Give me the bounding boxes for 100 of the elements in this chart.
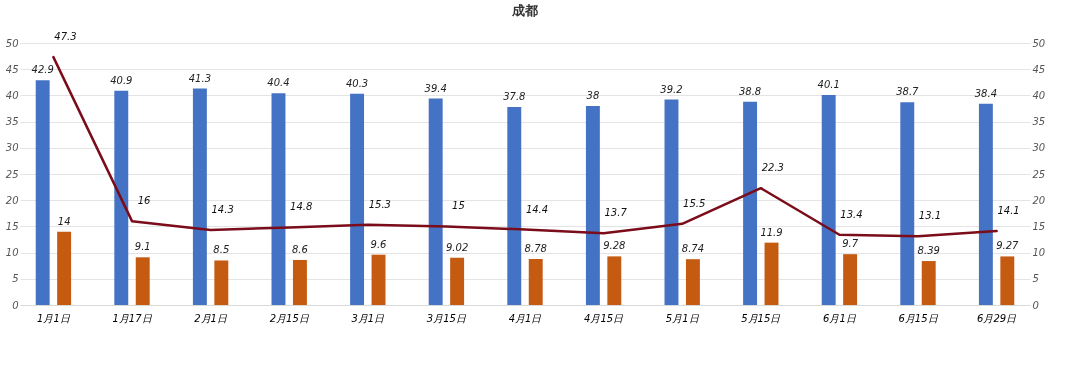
- data-label: 39.2: [660, 83, 683, 95]
- y-tick-label: 50: [5, 37, 19, 49]
- data-label: 9.7: [842, 238, 859, 250]
- y2-tick-label: 30: [1032, 142, 1046, 154]
- bar: [664, 99, 679, 305]
- y2-tick-label: 0: [1032, 299, 1039, 311]
- y2-tick-label: 35: [1032, 116, 1046, 128]
- bar: [114, 90, 129, 305]
- x-tick-label: 6月15日: [898, 312, 939, 324]
- bar: [528, 258, 543, 305]
- y2-tick-label: 40: [1032, 89, 1046, 101]
- y-tick-label: 10: [5, 247, 19, 259]
- data-label: 14: [57, 215, 71, 227]
- bar: [292, 259, 307, 305]
- data-label: 13.1: [918, 210, 942, 222]
- data-label: 8.78: [524, 242, 547, 254]
- y-tick-label: 0: [12, 299, 19, 311]
- data-label: 9.02: [445, 241, 469, 253]
- y2-tick-label: 45: [1032, 63, 1046, 75]
- data-label: 42.9: [31, 64, 54, 76]
- x-tick-label: 1月17日: [112, 312, 153, 324]
- data-label: 14.3: [211, 204, 234, 216]
- x-tick-label: 6月1日: [823, 312, 857, 324]
- data-label: 8.39: [917, 245, 940, 257]
- data-label: 38.7: [896, 86, 920, 98]
- data-label: 15.5: [683, 197, 706, 209]
- data-label: 9.1: [134, 241, 151, 253]
- y-tick-label: 5: [12, 273, 19, 285]
- x-tick-label: 1月1日: [37, 312, 71, 324]
- x-tick-label: 2月1日: [194, 312, 228, 324]
- y2-tick-label: 15: [1032, 220, 1046, 232]
- y-tick-label: 30: [5, 142, 19, 154]
- y2-tick-label: 10: [1032, 247, 1046, 259]
- data-label: 13.4: [840, 208, 863, 220]
- x-tick-label: 5月1日: [665, 312, 700, 324]
- bar: [900, 102, 915, 305]
- bar: [585, 105, 600, 305]
- bar: [821, 94, 836, 305]
- y-tick-label: 35: [5, 116, 19, 128]
- data-label: 47.3: [54, 31, 77, 43]
- bar: [35, 80, 50, 305]
- bar: [843, 254, 858, 305]
- data-label: 22.3: [761, 162, 784, 174]
- data-label: 8.74: [681, 243, 705, 255]
- bar: [607, 256, 622, 305]
- data-label: 9.6: [370, 238, 387, 250]
- data-label: 9.28: [603, 240, 626, 252]
- data-label: 8.6: [291, 243, 308, 255]
- y2-tick-label: 25: [1032, 168, 1046, 180]
- data-label: 38.4: [974, 87, 998, 99]
- y-tick-label: 20: [5, 194, 19, 206]
- x-tick-label: 4月15日: [584, 312, 625, 324]
- bar: [214, 260, 229, 305]
- data-label: 40.9: [110, 74, 133, 86]
- bar: [192, 88, 207, 305]
- bar: [371, 254, 386, 305]
- y2-tick-label: 5: [1032, 273, 1039, 285]
- bar: [271, 93, 286, 305]
- y-tick-label: 25: [5, 168, 19, 180]
- data-label: 40.4: [267, 77, 290, 89]
- data-label: 38: [586, 89, 600, 101]
- bar: [743, 101, 758, 305]
- data-label: 40.3: [345, 77, 369, 89]
- bar: [507, 106, 522, 305]
- data-label: 15.3: [368, 198, 391, 210]
- y-tick-label: 40: [5, 89, 19, 101]
- line-series: [52, 55, 998, 238]
- x-tick-label: 3月15日: [426, 312, 467, 324]
- y2-tick-label: 50: [1032, 37, 1046, 49]
- bar: [57, 231, 72, 305]
- bar: [428, 98, 443, 305]
- bar: [978, 103, 993, 305]
- data-label: 38.8: [738, 85, 762, 97]
- x-tick-label: 4月1日: [508, 312, 543, 324]
- data-label: 9.27: [996, 240, 1020, 252]
- x-tick-label: 5月15日: [741, 312, 782, 324]
- bar: [350, 93, 365, 305]
- data-label: 13.7: [604, 207, 628, 219]
- data-label: 41.3: [188, 72, 212, 84]
- data-label: 39.4: [424, 82, 447, 94]
- bar: [135, 257, 150, 305]
- x-tick-label: 3月1日: [351, 312, 386, 324]
- data-label: 15: [452, 200, 465, 212]
- bar: [685, 259, 700, 305]
- bar: [450, 257, 465, 305]
- bar: [921, 261, 936, 305]
- data-label: 16: [137, 195, 151, 207]
- data-label: 11.9: [760, 226, 783, 238]
- data-label: 14.1: [997, 205, 1020, 217]
- bar: [764, 242, 779, 305]
- data-label: 8.5: [213, 244, 230, 256]
- y-tick-label: 15: [5, 220, 19, 232]
- x-tick-label: 6月29日: [977, 312, 1018, 324]
- data-label: 37.8: [503, 90, 526, 102]
- bar: [1000, 256, 1015, 305]
- chart-title: 成都: [511, 3, 538, 19]
- data-label: 14.4: [525, 203, 549, 215]
- x-tick-label: 2月15日: [269, 312, 310, 324]
- y-tick-label: 45: [5, 63, 19, 75]
- data-label: 40.1: [817, 78, 840, 90]
